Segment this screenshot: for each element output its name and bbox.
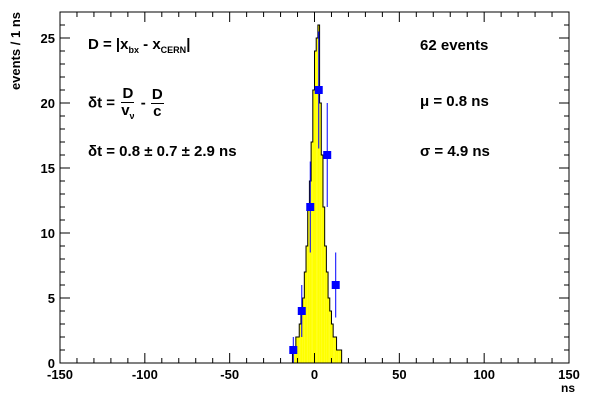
- y-tick-label: 0: [48, 356, 55, 371]
- y-axis-label: events / 1 ns: [8, 12, 23, 90]
- distance-formula-suffix: |: [186, 36, 191, 53]
- histogram-bar: [333, 337, 335, 363]
- x-tick-label: -50: [220, 367, 239, 382]
- distance-formula-mid: - x: [138, 36, 161, 53]
- histogram-bar: [316, 38, 318, 363]
- histogram-bar: [334, 337, 337, 363]
- data-points: [289, 31, 340, 363]
- x-tick-label: 150: [558, 367, 580, 382]
- histogram-bar: [312, 90, 315, 363]
- frac1-den: vν: [120, 101, 135, 121]
- histogram-bar: [328, 298, 330, 363]
- frac2-den: c: [153, 103, 162, 121]
- data-point: [306, 203, 315, 211]
- histogram-outline: [290, 24, 344, 364]
- histogram-bar: [319, 103, 322, 363]
- histogram-bar: [309, 181, 312, 363]
- histogram-bar: [294, 350, 296, 363]
- distance-formula-sub-bx: bx: [128, 45, 139, 55]
- axes: -150 -100 -50 0 50 100 150 0 5 10 15 20 25: [41, 11, 580, 382]
- histogram-bar: [329, 311, 332, 363]
- delta-t-result: δt = 0.8 ± 0.7 ± 2.9 ns: [88, 143, 237, 160]
- x-tick-label: 50: [392, 367, 406, 382]
- histogram-bar: [317, 25, 320, 363]
- histogram-bar: [307, 207, 310, 363]
- histogram-bar: [326, 272, 329, 363]
- histogram-bar: [297, 337, 300, 363]
- histogram-bar: [304, 272, 307, 363]
- distance-formula: D = |xbx - xCERN|: [88, 36, 190, 55]
- x-tick-label: -150: [47, 367, 73, 382]
- mean-value: μ = 0.8 ns: [420, 93, 489, 110]
- data-point: [289, 346, 298, 354]
- histogram-bar: [338, 350, 340, 363]
- histogram-bar: [314, 51, 317, 363]
- distance-formula-prefix: D = |x: [88, 36, 129, 53]
- y-tick-label: 15: [41, 161, 55, 176]
- sigma-value: σ = 4.9 ns: [420, 143, 490, 160]
- frac1-num: D: [121, 85, 135, 103]
- histogram-bar: [324, 246, 327, 363]
- x-tick-label: -100: [132, 367, 158, 382]
- y-tick-label: 10: [41, 226, 55, 241]
- data-point: [331, 281, 340, 289]
- frac1-den-v: v: [121, 101, 130, 119]
- histogram-bar: [336, 350, 339, 363]
- frac1-den-nu: ν: [129, 110, 135, 121]
- delta-t-minus: -: [136, 94, 150, 112]
- histogram-bars: [290, 24, 344, 364]
- histogram-bar: [306, 246, 308, 363]
- histogram-bar: [331, 324, 334, 363]
- histogram-bar: [302, 298, 305, 363]
- histogram-bar: [311, 142, 313, 363]
- x-tick-label: 0: [311, 367, 318, 382]
- data-point: [297, 307, 306, 315]
- x-tick-label: 100: [473, 367, 495, 382]
- histogram-bar: [299, 324, 301, 363]
- y-tick-label: 25: [41, 31, 55, 46]
- distance-formula-sub-cern: CERN: [160, 45, 187, 55]
- x-axis-label: ns: [561, 381, 575, 394]
- y-tick-label: 20: [41, 96, 55, 111]
- data-point: [323, 151, 332, 159]
- histogram-bar: [322, 207, 325, 363]
- delta-t-def-prefix: δt =: [88, 94, 120, 112]
- frac2-num: D: [150, 86, 164, 105]
- y-tick-label: 5: [48, 291, 55, 306]
- histogram-bar: [339, 350, 342, 363]
- data-point: [314, 86, 323, 94]
- event-count: 62 events: [420, 37, 489, 54]
- histogram-bar: [321, 155, 323, 363]
